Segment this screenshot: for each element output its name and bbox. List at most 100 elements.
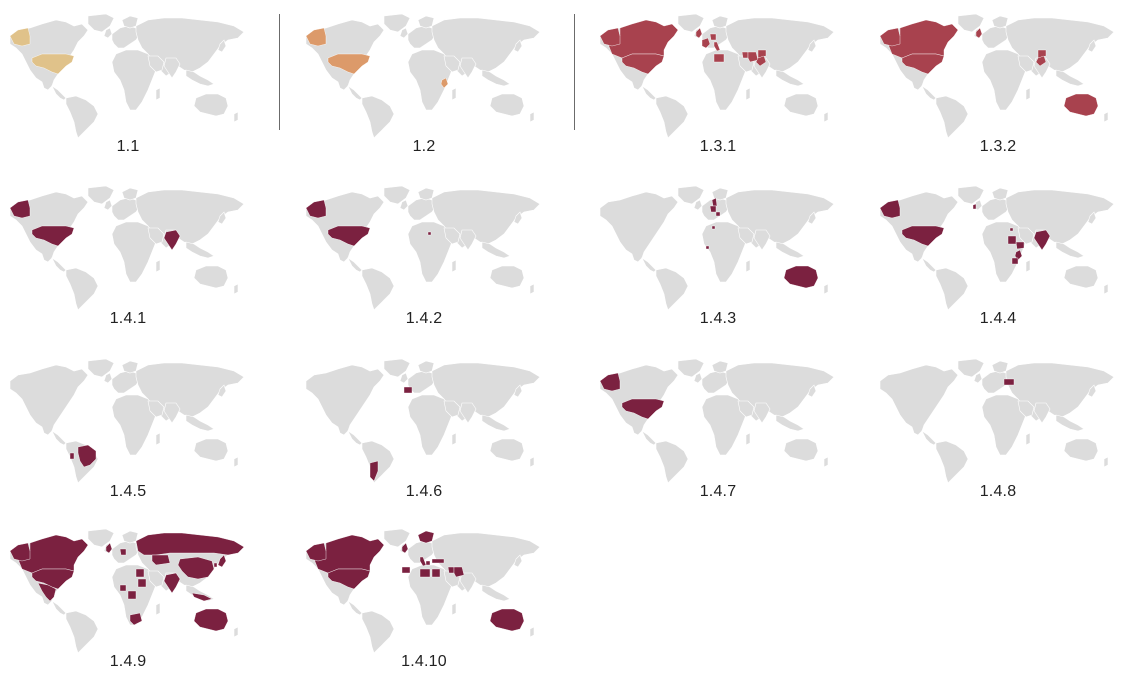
highlighted-region-congo — [127, 590, 137, 600]
highlighted-region-usa — [327, 568, 371, 590]
world-map — [305, 185, 541, 311]
world-map — [9, 185, 245, 311]
land-shape — [807, 384, 817, 398]
land-shape — [1025, 432, 1031, 446]
highlight-layer — [69, 444, 97, 468]
land-shape — [775, 241, 805, 259]
panel-label: 1.4.4 — [979, 310, 1017, 327]
highlighted-region-uk — [105, 542, 113, 554]
highlighted-region-usa — [31, 53, 75, 75]
highlighted-region-australia — [489, 608, 525, 632]
panel-label: 1.4.3 — [699, 310, 737, 327]
world-map — [305, 13, 541, 139]
land-shape — [51, 85, 67, 101]
panel-label: 1.4.2 — [405, 310, 443, 327]
map-panel: 1.4.4 — [878, 182, 1118, 332]
highlighted-region-kazakhstan — [151, 554, 171, 566]
highlighted-region-ireland — [972, 203, 977, 210]
land-shape — [65, 610, 99, 654]
land-shape — [677, 185, 705, 205]
highlighted-region-nigeria — [119, 584, 127, 592]
land-shape — [489, 265, 525, 289]
highlighted-region-usa — [327, 53, 371, 75]
panel-label: 1.3.1 — [699, 138, 737, 155]
land-shape — [1055, 414, 1085, 432]
highlighted-region-italy — [419, 556, 427, 567]
land-shape — [641, 85, 657, 101]
land-shape — [383, 13, 411, 33]
land-shape — [745, 87, 751, 101]
land-shape — [783, 93, 819, 117]
map-panel: 1.4.5 — [8, 355, 248, 505]
highlighted-region-pakistan — [755, 55, 767, 67]
land-shape — [87, 13, 115, 33]
land-shape — [399, 372, 409, 384]
highlighted-region-australia — [1063, 93, 1099, 117]
land-shape — [529, 283, 535, 295]
highlighted-region-alaska — [305, 27, 327, 47]
land-shape — [957, 13, 985, 33]
world-map — [9, 528, 245, 654]
land-shape — [775, 414, 805, 432]
divider-left — [279, 14, 280, 130]
highlighted-region-turkey — [431, 558, 445, 564]
highlighted-region-japan — [217, 554, 227, 568]
highlighted-region-india — [1033, 229, 1051, 251]
land-shape — [807, 211, 817, 225]
land-shape — [701, 221, 747, 283]
land-shape — [481, 414, 511, 432]
land-shape — [693, 199, 703, 211]
land-shape — [489, 93, 525, 117]
land-shape — [957, 185, 985, 205]
highlight-layer — [705, 197, 819, 289]
land-shape — [217, 39, 227, 53]
land-shape — [443, 55, 461, 73]
land-shape — [957, 358, 985, 378]
land-shape — [193, 265, 229, 289]
world-map — [879, 185, 1115, 311]
land-shape — [121, 360, 139, 374]
highlighted-region-alaska — [599, 372, 621, 392]
land-shape — [451, 87, 457, 101]
land-shape — [417, 187, 435, 201]
land-shape — [217, 384, 227, 398]
highlighted-region-alaska — [305, 199, 327, 219]
map-panel: 1.4.6 — [304, 355, 544, 505]
land-shape — [155, 602, 161, 616]
land-shape — [935, 440, 969, 484]
land-shape — [807, 39, 817, 53]
highlight-layer — [879, 19, 1099, 117]
land-shape — [655, 267, 689, 311]
land-shape — [111, 394, 157, 456]
highlighted-region-korea — [213, 562, 218, 568]
land-shape — [87, 528, 115, 548]
highlighted-region-scandinavia — [417, 530, 435, 544]
highlighted-region-uk — [975, 27, 983, 39]
land-shape — [655, 95, 689, 139]
highlighted-region-italy — [713, 41, 721, 52]
highlight-layer — [305, 199, 432, 247]
map-panel: 1.4.10 — [304, 525, 544, 675]
panel-label: 1.4.5 — [109, 483, 147, 500]
land-layer — [305, 13, 541, 139]
land-shape — [185, 414, 215, 432]
land-shape — [459, 572, 477, 594]
highlighted-region-morocco — [401, 566, 411, 574]
land-shape — [459, 57, 477, 79]
land-shape — [823, 111, 829, 123]
land-shape — [417, 15, 435, 29]
land-shape — [163, 402, 181, 424]
highlighted-region-india — [163, 229, 181, 251]
land-shape — [921, 257, 937, 273]
land-shape — [185, 69, 215, 87]
land-shape — [1103, 456, 1109, 468]
land-shape — [1103, 283, 1109, 295]
land-shape — [417, 360, 435, 374]
highlight-layer — [599, 372, 665, 420]
land-shape — [481, 69, 511, 87]
land-shape — [407, 564, 453, 626]
map-panel: 1.1 — [8, 10, 248, 160]
map-panel: 1.4.7 — [598, 355, 838, 505]
highlight-layer — [305, 530, 525, 632]
land-shape — [991, 360, 1009, 374]
